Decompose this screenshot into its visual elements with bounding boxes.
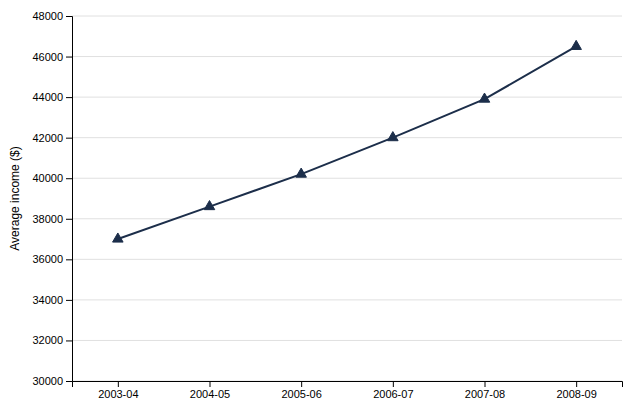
y-tick-mark: [66, 381, 72, 382]
y-tick: 32000: [32, 334, 72, 346]
x-tick-mark: [576, 381, 577, 387]
y-tick-label: 38000: [32, 213, 63, 225]
y-tick-label: 44000: [32, 91, 63, 103]
y-tick-mark: [66, 178, 72, 179]
x-tick-label: 2006-07: [373, 388, 413, 400]
y-axis: 30000 32000 34000 36000 38000 40000 42000 44000…: [32, 10, 72, 387]
x-tick: 2006-07: [373, 381, 413, 400]
marker: [204, 201, 215, 210]
y-tick-mark: [66, 340, 72, 341]
y-axis-line: [66, 17, 73, 382]
x-tick-mark: [485, 381, 486, 387]
grid-line: [72, 56, 622, 57]
y-tick-mark: [66, 259, 72, 260]
x-tick: 2004-05: [190, 381, 230, 400]
x-tick-mark: [118, 381, 119, 387]
y-tick: 42000: [32, 132, 72, 144]
x-tick: 2008-09: [556, 381, 596, 400]
grid-line: [72, 259, 622, 260]
line: [118, 46, 576, 239]
x-tick-label: 2005-06: [281, 388, 321, 400]
y-tick-mark: [66, 97, 72, 98]
plot: 30000 32000 34000 36000 38000 40000 42000 44000…: [32, 10, 622, 400]
grid-line: [72, 178, 622, 179]
x-tick: 2005-06: [281, 381, 321, 400]
y-tick-mark: [66, 57, 72, 58]
marker: [479, 93, 490, 102]
marker: [113, 233, 124, 242]
y-tick: 40000: [32, 172, 72, 184]
y-tick-label: 40000: [32, 172, 63, 184]
x-tick-mark: [301, 381, 302, 387]
grid-line: [72, 218, 622, 219]
y-tick-label: 32000: [32, 334, 63, 346]
grid-line: [72, 97, 622, 98]
x-tick-mark: [210, 381, 211, 387]
y-tick-mark: [66, 300, 72, 301]
y-tick-mark: [66, 16, 72, 17]
y-tick-label: 46000: [32, 51, 63, 63]
y-tick: 38000: [32, 213, 72, 225]
y-tick-mark: [66, 219, 72, 220]
y-tick: 48000: [32, 10, 72, 22]
y-tick-label: 42000: [32, 132, 63, 144]
y-tick: 34000: [32, 294, 72, 306]
y-tick-label: 34000: [32, 294, 63, 306]
y-tick-label: 48000: [32, 10, 63, 22]
y-axis-title: Average income ($): [8, 146, 22, 251]
x-tick-mark: [393, 381, 394, 387]
y-tick: 30000: [32, 375, 72, 387]
y-tick-label: 30000: [32, 375, 63, 387]
y-tick: 46000: [32, 51, 72, 63]
x-tick-label: 2007-08: [465, 388, 505, 400]
y-tick-mark: [66, 138, 72, 139]
x-axis: 2003-04 2004-05 2005-06 2006-07 2007-08 2008-…: [73, 381, 623, 400]
grid-line: [72, 299, 622, 300]
x-tick-label: 2004-05: [190, 388, 230, 400]
x-tick: 2003-04: [98, 381, 138, 400]
marker: [571, 40, 582, 49]
x-tick-label: 2003-04: [98, 388, 138, 400]
y-tick-label: 36000: [32, 253, 63, 265]
x-tick: 2007-08: [465, 381, 505, 400]
grid: [72, 16, 622, 381]
x-tick-label: 2008-09: [556, 388, 596, 400]
grid-line: [72, 16, 622, 17]
x-axis-line: [73, 382, 623, 388]
chart: 30000 32000 34000 36000 38000 40000 42000 44000…: [0, 0, 642, 417]
series: [113, 40, 582, 242]
grid-line: [72, 137, 622, 138]
marker: [388, 132, 399, 141]
y-tick: 44000: [32, 91, 72, 103]
grid-line: [72, 340, 622, 341]
y-tick: 36000: [32, 253, 72, 265]
marker: [296, 168, 307, 177]
